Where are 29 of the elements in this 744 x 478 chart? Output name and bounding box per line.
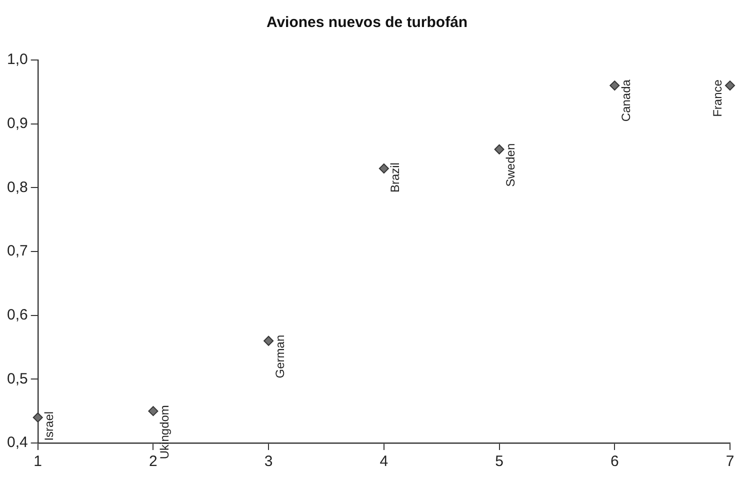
y-tick-label: 0,4 bbox=[6, 434, 28, 452]
point bbox=[378, 164, 389, 174]
x-tick-label: 4 bbox=[380, 453, 388, 470]
x-tick-label: 2 bbox=[149, 453, 158, 470]
annotation: Ukingdom bbox=[158, 405, 172, 460]
y-tick-label: 0,7 bbox=[6, 242, 28, 260]
point bbox=[610, 80, 620, 91]
annotation: German bbox=[272, 334, 287, 378]
point bbox=[725, 80, 735, 91]
point bbox=[148, 406, 158, 416]
x-tick-label: 7 bbox=[726, 453, 734, 470]
point bbox=[264, 336, 274, 346]
y-tick-label: 0,8 bbox=[6, 178, 28, 196]
point bbox=[32, 412, 43, 422]
x-tick-label: 5 bbox=[495, 453, 504, 470]
y-tick-label: 0,6 bbox=[6, 306, 28, 324]
annotation: Brazil bbox=[388, 162, 402, 193]
y-tick-label: 0,5 bbox=[6, 370, 28, 388]
y-tick-label: 1,0 bbox=[6, 51, 28, 68]
y-tick-label: 0,9 bbox=[6, 114, 28, 132]
chart-title: Aviones nuevos de turbofán bbox=[266, 14, 468, 32]
x-tick-label: 6 bbox=[610, 453, 619, 470]
x-tick-label: 3 bbox=[264, 453, 273, 470]
annotation: Canada bbox=[618, 79, 633, 122]
annotation: Sweden bbox=[504, 143, 518, 187]
point bbox=[494, 144, 504, 154]
x-tick-label: 1 bbox=[34, 453, 42, 470]
annotation: Israel bbox=[42, 411, 56, 441]
annotation: France bbox=[710, 79, 724, 117]
